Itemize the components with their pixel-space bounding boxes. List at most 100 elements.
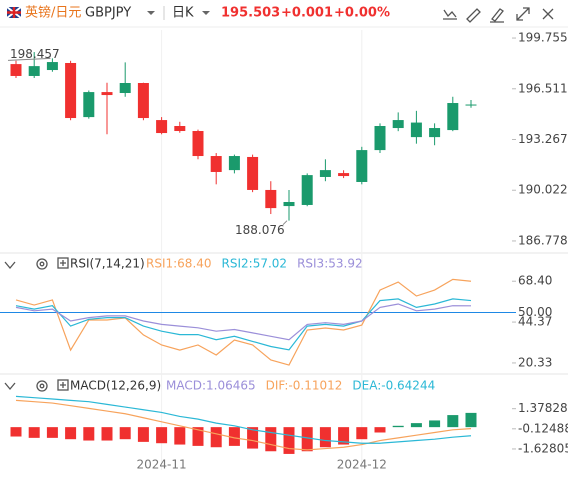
tool-pen[interactable] <box>490 8 504 23</box>
symbol-dropdown[interactable] <box>147 11 155 15</box>
annotation-leader <box>7 57 51 61</box>
hide-icon[interactable] <box>4 261 16 270</box>
macd-bar <box>410 423 422 428</box>
candle-body <box>447 103 459 131</box>
macd-bar <box>46 427 58 438</box>
macd-bar <box>356 427 368 440</box>
period-dropdown[interactable] <box>202 11 210 15</box>
legend-entry: RSI3:53.92 <box>297 257 363 271</box>
macd-bar <box>210 427 222 448</box>
add-icon[interactable] <box>57 379 69 391</box>
candle-body <box>392 120 404 129</box>
y-tick-label: 196.511 <box>518 81 568 95</box>
tool-line[interactable] <box>443 9 457 20</box>
annotation-leader <box>282 220 288 226</box>
candle-body <box>65 62 77 119</box>
candle-body <box>101 92 113 96</box>
y-tick-label: 20.33 <box>518 355 552 369</box>
candle-body <box>429 128 441 138</box>
candle-body <box>228 156 240 171</box>
rsi-line <box>15 278 472 366</box>
legend-entry: RSI1:68.40 <box>146 257 212 271</box>
candle-body <box>210 156 222 172</box>
rsi-line <box>15 303 472 341</box>
candle-body <box>156 120 168 134</box>
candle-body <box>338 173 350 177</box>
candle-body <box>174 126 186 132</box>
flag-icon <box>6 6 22 19</box>
candle-body <box>137 83 149 119</box>
hide-icon[interactable] <box>4 382 16 391</box>
y-tick-label: 68.40 <box>518 274 552 288</box>
candle-body <box>374 126 386 151</box>
macd-line <box>15 399 472 451</box>
candle-body <box>356 150 368 182</box>
macd-bar <box>265 427 277 452</box>
macd-bar <box>301 427 313 452</box>
toolbar <box>443 7 554 23</box>
settings-icon[interactable] <box>36 258 48 270</box>
annotation: 198.457 <box>10 47 60 61</box>
candle-body <box>301 175 313 205</box>
candle-body <box>192 131 204 157</box>
macd-title: MACD(12,26,9) <box>70 379 161 393</box>
change: +0.001 <box>281 6 333 21</box>
macd-bar <box>28 427 40 438</box>
macd-bar <box>319 427 331 448</box>
macd-bar <box>429 420 441 428</box>
macd-bar <box>247 427 259 449</box>
macd-bar <box>374 427 386 433</box>
rsi-controls <box>4 257 69 270</box>
macd-bar <box>65 427 77 440</box>
macd-bar <box>283 427 295 454</box>
macd-bar <box>10 427 22 437</box>
settings-icon[interactable] <box>36 380 48 392</box>
macd-bar <box>392 425 404 428</box>
macd-bar <box>83 427 95 441</box>
macd-controls <box>4 379 69 392</box>
y-tick-label: 193.267 <box>518 132 568 146</box>
pair-name[interactable]: 英镑/日元 <box>25 5 81 21</box>
candle-body <box>410 122 422 138</box>
legend-entry: MACD:1.06465 <box>166 379 256 393</box>
period[interactable]: 日K <box>172 6 194 21</box>
y-tick-label: -0.12488 <box>518 421 568 435</box>
y-tick-label: 190.022 <box>518 183 568 197</box>
y-tick-label: 186.778 <box>518 233 568 247</box>
rsi-title: RSI(7,14,21) <box>70 257 145 271</box>
macd-bar <box>119 427 131 440</box>
macd-bar <box>137 427 149 442</box>
macd-bar <box>192 427 204 446</box>
candle-body <box>283 201 295 207</box>
candle-body <box>46 62 58 71</box>
tool-close[interactable] <box>542 8 554 20</box>
tool-expand[interactable] <box>516 7 530 21</box>
legend-entry: DIF:-0.11012 <box>266 379 343 393</box>
candle-body <box>10 64 22 76</box>
annotation: 188.076 <box>235 223 285 237</box>
candle-body <box>119 83 131 94</box>
x-tick-label: 2024-12 <box>337 458 387 472</box>
candle-body <box>265 189 277 209</box>
symbol[interactable]: GBPJPY <box>85 6 131 21</box>
y-tick-label: 1.37828 <box>518 401 568 415</box>
candle-body <box>247 156 259 190</box>
y-tick-label: -1.62805 <box>518 441 568 455</box>
macd-bar <box>447 415 459 428</box>
y-tick-label: 50.00 <box>518 305 552 319</box>
macd-bar <box>228 427 240 446</box>
macd-bar <box>156 427 168 444</box>
macd-line <box>15 395 472 444</box>
add-icon[interactable] <box>57 257 69 269</box>
macd-bar <box>465 412 477 428</box>
y-tick-label: 199.755 <box>518 31 568 45</box>
macd-bar <box>338 427 350 445</box>
macd-bar <box>174 427 186 445</box>
tool-draw[interactable] <box>466 8 481 23</box>
legend-entry: DEA:-0.64244 <box>352 379 435 393</box>
rsi-line <box>15 298 472 351</box>
y-tick-label: 44.37 <box>518 315 552 329</box>
candle-body <box>28 66 40 76</box>
